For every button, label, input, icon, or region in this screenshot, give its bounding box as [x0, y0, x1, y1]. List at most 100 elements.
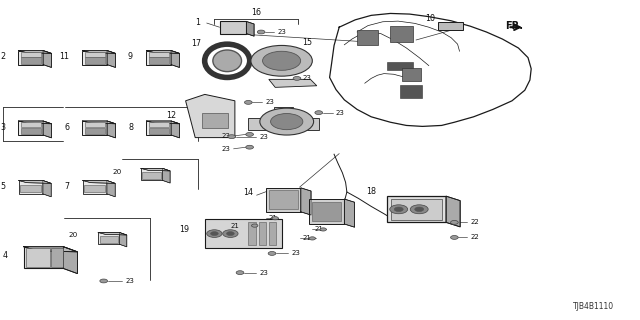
Bar [220, 21, 246, 34]
Bar [148, 122, 169, 127]
Circle shape [207, 230, 222, 237]
Circle shape [390, 205, 408, 214]
Text: 18: 18 [366, 188, 376, 196]
Bar [83, 180, 107, 194]
Bar [202, 113, 228, 128]
Bar [387, 196, 446, 222]
Text: 13: 13 [285, 201, 296, 210]
Polygon shape [171, 121, 179, 138]
Polygon shape [63, 247, 77, 274]
Text: 12: 12 [166, 111, 177, 120]
Bar [20, 185, 41, 192]
Text: 21: 21 [302, 236, 311, 241]
Circle shape [252, 224, 258, 227]
Ellipse shape [205, 44, 250, 77]
Polygon shape [83, 121, 115, 124]
Bar [98, 233, 120, 244]
Polygon shape [107, 51, 115, 68]
Text: 21: 21 [315, 227, 324, 232]
Circle shape [236, 271, 244, 275]
Text: 23: 23 [291, 251, 300, 256]
Text: 17: 17 [191, 39, 202, 48]
Polygon shape [186, 94, 235, 138]
Bar [84, 185, 105, 192]
Polygon shape [43, 180, 51, 197]
Circle shape [257, 30, 265, 34]
Polygon shape [98, 233, 127, 235]
Bar [51, 248, 63, 267]
Bar [438, 22, 463, 30]
Polygon shape [147, 51, 179, 53]
Polygon shape [19, 51, 51, 53]
Text: 23: 23 [221, 133, 230, 139]
Circle shape [251, 45, 312, 76]
Text: 9: 9 [128, 52, 133, 61]
Bar [147, 121, 171, 135]
Polygon shape [246, 21, 254, 36]
Bar [147, 51, 171, 65]
Circle shape [244, 100, 252, 104]
Text: 5: 5 [0, 182, 5, 191]
Circle shape [228, 135, 236, 139]
Circle shape [394, 207, 403, 212]
Circle shape [223, 230, 238, 237]
Text: 8: 8 [128, 123, 133, 132]
Bar [19, 180, 43, 194]
Circle shape [293, 76, 301, 80]
Bar [391, 199, 442, 220]
Circle shape [451, 220, 458, 224]
Bar [357, 30, 378, 45]
Bar [312, 202, 341, 221]
Text: 20: 20 [113, 169, 122, 175]
Text: FR.: FR. [506, 20, 524, 31]
Circle shape [271, 114, 303, 130]
Bar [26, 248, 50, 267]
Bar [148, 52, 169, 57]
Polygon shape [43, 121, 51, 138]
Bar [20, 122, 41, 127]
Circle shape [260, 108, 314, 135]
Text: 23: 23 [259, 134, 268, 140]
Polygon shape [446, 196, 460, 227]
Circle shape [262, 51, 301, 70]
Bar [387, 62, 413, 70]
Text: 23: 23 [125, 278, 134, 284]
Bar [248, 222, 256, 245]
Text: 19: 19 [179, 225, 189, 234]
Bar [24, 247, 63, 268]
Bar [20, 57, 41, 64]
Polygon shape [301, 188, 311, 215]
Polygon shape [171, 51, 179, 68]
Polygon shape [248, 107, 319, 130]
Bar [141, 168, 163, 180]
Text: 4: 4 [3, 252, 8, 260]
Bar [84, 128, 105, 134]
Circle shape [320, 228, 326, 231]
Bar [148, 57, 169, 64]
Circle shape [211, 232, 218, 236]
Text: 14: 14 [243, 188, 253, 197]
Circle shape [451, 236, 458, 239]
Text: 15: 15 [302, 38, 312, 47]
Text: 2: 2 [0, 52, 5, 61]
Text: 22: 22 [470, 235, 479, 240]
Polygon shape [83, 51, 115, 53]
Polygon shape [120, 233, 127, 247]
Polygon shape [19, 121, 51, 124]
Text: 3: 3 [0, 123, 5, 132]
Bar [84, 52, 105, 57]
Text: 7: 7 [64, 182, 69, 191]
Bar [19, 121, 43, 135]
Text: 22: 22 [470, 220, 479, 225]
Bar [100, 236, 118, 243]
Circle shape [246, 145, 253, 149]
Circle shape [309, 237, 316, 240]
Polygon shape [24, 247, 77, 252]
Text: 23: 23 [266, 100, 275, 105]
Bar [20, 52, 41, 57]
Bar [20, 128, 41, 134]
Circle shape [415, 207, 424, 212]
Text: TJB4B1110: TJB4B1110 [573, 302, 614, 311]
Text: 20: 20 [69, 232, 78, 238]
Bar [390, 26, 413, 42]
